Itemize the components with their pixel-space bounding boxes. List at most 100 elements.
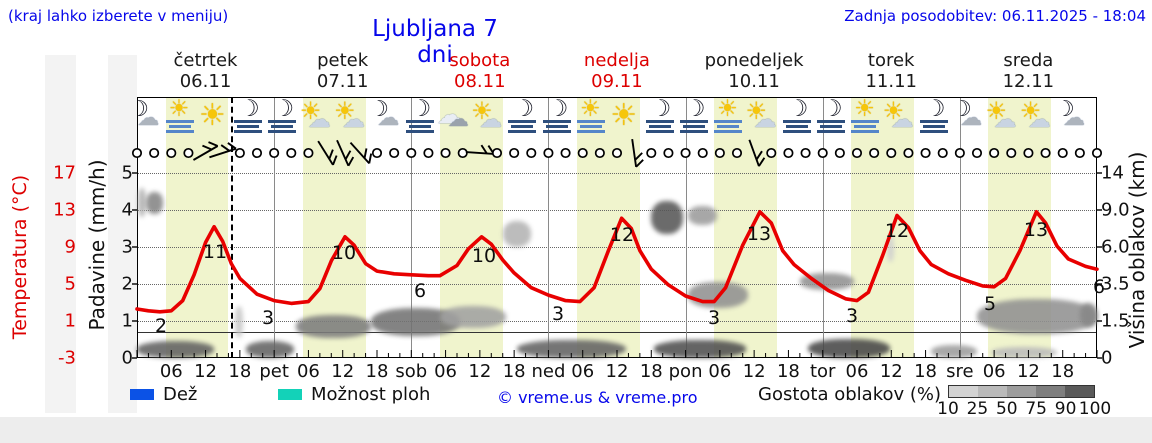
cloud-blob [502, 221, 532, 247]
cloud-blob [808, 338, 891, 358]
fog-lines-icon [168, 125, 191, 128]
temperature-value-label: 6 [413, 280, 427, 302]
weather-icon-sun-fog: ☀ [573, 96, 609, 136]
cloud-icon: ☁ [436, 100, 462, 129]
fog-lines-icon [919, 130, 948, 133]
sun-icon: ☀ [717, 96, 738, 122]
temp-tick-label: -3 [58, 347, 76, 369]
cloud-blob [799, 272, 855, 290]
cloud-blob [138, 187, 147, 218]
fog-lines-icon [508, 130, 537, 133]
cloud-height-tick-label: 14 [1101, 162, 1124, 184]
temperature-value-label: 13 [746, 223, 772, 245]
temp-tick-label: 1 [64, 310, 76, 332]
fog-lines-icon [919, 120, 948, 123]
density-swatch [949, 386, 978, 397]
cloud-blob [146, 191, 163, 214]
time-label: 18 [365, 361, 389, 382]
fog-lines-icon [268, 130, 297, 133]
weather-icon-sun-cloud: ☀ ☁ [882, 97, 918, 136]
weather-icon-moon-fog: ☽ [230, 96, 266, 136]
day-header-petek: petek 07.11 [274, 50, 411, 92]
cloud-height-tick-label: 1.5 [1101, 310, 1130, 332]
cloud-icon: ☁ [993, 107, 1017, 133]
sun-icon: ☀ [198, 98, 226, 133]
cloud-density-label: Gostota oblakov (%) [758, 384, 942, 405]
current-time-line [230, 97, 233, 358]
fog-lines-icon [577, 130, 605, 133]
moon-icon: ☽ [369, 97, 390, 122]
temp-tick-label: 13 [53, 199, 76, 221]
cloud-icon: ☁ [960, 106, 983, 131]
temperature-value-label: 6 [1092, 276, 1106, 298]
last-update: Zadnja posodobitev: 06.11.2025 - 18:04 [844, 7, 1146, 25]
page-title: Ljubljana 7 dni [372, 16, 498, 68]
fog-lines-icon [648, 125, 671, 128]
moon-icon: ☽ [924, 96, 946, 122]
day-date: 10.11 [728, 71, 780, 92]
cloud-blob [651, 200, 683, 235]
day-abbrev-label: pet [259, 361, 289, 382]
showers-swatch [278, 389, 302, 400]
sun-icon: ☀ [580, 96, 601, 122]
weather-icon-sun-cloud: ☀ ☁ [984, 97, 1020, 136]
day-name: sreda [1003, 50, 1054, 71]
sun-icon: ☀ [985, 97, 1007, 125]
temperature-value-label: 11 [202, 241, 228, 263]
day-abbrev-label: pon [668, 361, 703, 382]
temperature-value-label: 5 [983, 293, 997, 315]
weather-icon-moon-cloud: ☽ ☁ [367, 97, 403, 136]
temperature-value-label: 10 [471, 245, 497, 267]
moon-icon: ☽ [239, 96, 260, 122]
day-name: četrtek [173, 50, 238, 71]
temperature-value-label: 12 [609, 224, 635, 246]
cloud-icon: ☁ [447, 107, 469, 131]
fog-lines-icon [820, 125, 842, 128]
fog-lines-icon [645, 130, 674, 133]
weather-icon-sun-fog: ☀ [847, 96, 883, 136]
weather-icon-moon-fog: ☽ [642, 96, 678, 136]
moon-icon: ☽ [822, 96, 843, 122]
cloud-icon: ☁ [1063, 106, 1085, 131]
copyright-link[interactable]: © vreme.us & vreme.pro [497, 388, 698, 407]
weather-icon-sun: ☀ [196, 98, 232, 136]
weather-icon-moon-fog: ☽ [813, 96, 849, 136]
day-header-torek: torek 11.11 [823, 50, 960, 92]
time-label: 06 [982, 361, 1006, 382]
fog-lines-icon [817, 120, 845, 123]
cloud-blob [688, 282, 749, 309]
time-label: 18 [914, 361, 938, 382]
fog-lines-icon [268, 120, 297, 123]
time-label: 18 [502, 361, 526, 382]
time-label: 06 [845, 361, 869, 382]
moon-icon: ☽ [787, 96, 809, 122]
time-label: 18 [228, 361, 252, 382]
weather-icon-moon-fog: ☽ [504, 96, 540, 136]
cloud-icon: ☁ [342, 107, 365, 133]
cloud-blob [688, 206, 717, 225]
temperature-value-label: 3 [551, 303, 565, 325]
precipitation-axis-label: Padavine (mm/h) [85, 159, 109, 331]
fog-lines-icon [817, 130, 845, 133]
day-name: torek [867, 50, 915, 71]
fog-lines-icon [234, 130, 263, 133]
temperature-value-label: 10 [331, 242, 357, 264]
fog-lines-icon [717, 125, 740, 128]
cloud-icon: ☁ [890, 107, 914, 133]
cloud-height-tick-label: 0 [1101, 347, 1113, 369]
fog-lines-icon [645, 120, 674, 123]
density-swatch [978, 386, 1007, 397]
temperature-axis-label: Temperatura (°C) [9, 174, 31, 340]
day-header-četrtek: četrtek 06.11 [137, 50, 274, 92]
station-altitude-line [137, 332, 1097, 334]
fog-lines-icon [508, 120, 537, 123]
time-label: 12 [605, 361, 629, 382]
density-swatch [1007, 386, 1036, 397]
bottom-shade [0, 417, 1152, 443]
axis-shade-left [45, 55, 76, 413]
cloud-blob [517, 339, 626, 358]
sun-icon: ☀ [334, 97, 356, 125]
weather-icon-sun-cloud: ☀ ☁ [333, 97, 369, 136]
moon-icon: ☽ [650, 96, 672, 122]
weather-icon-moon-fog: ☽ [916, 96, 952, 136]
